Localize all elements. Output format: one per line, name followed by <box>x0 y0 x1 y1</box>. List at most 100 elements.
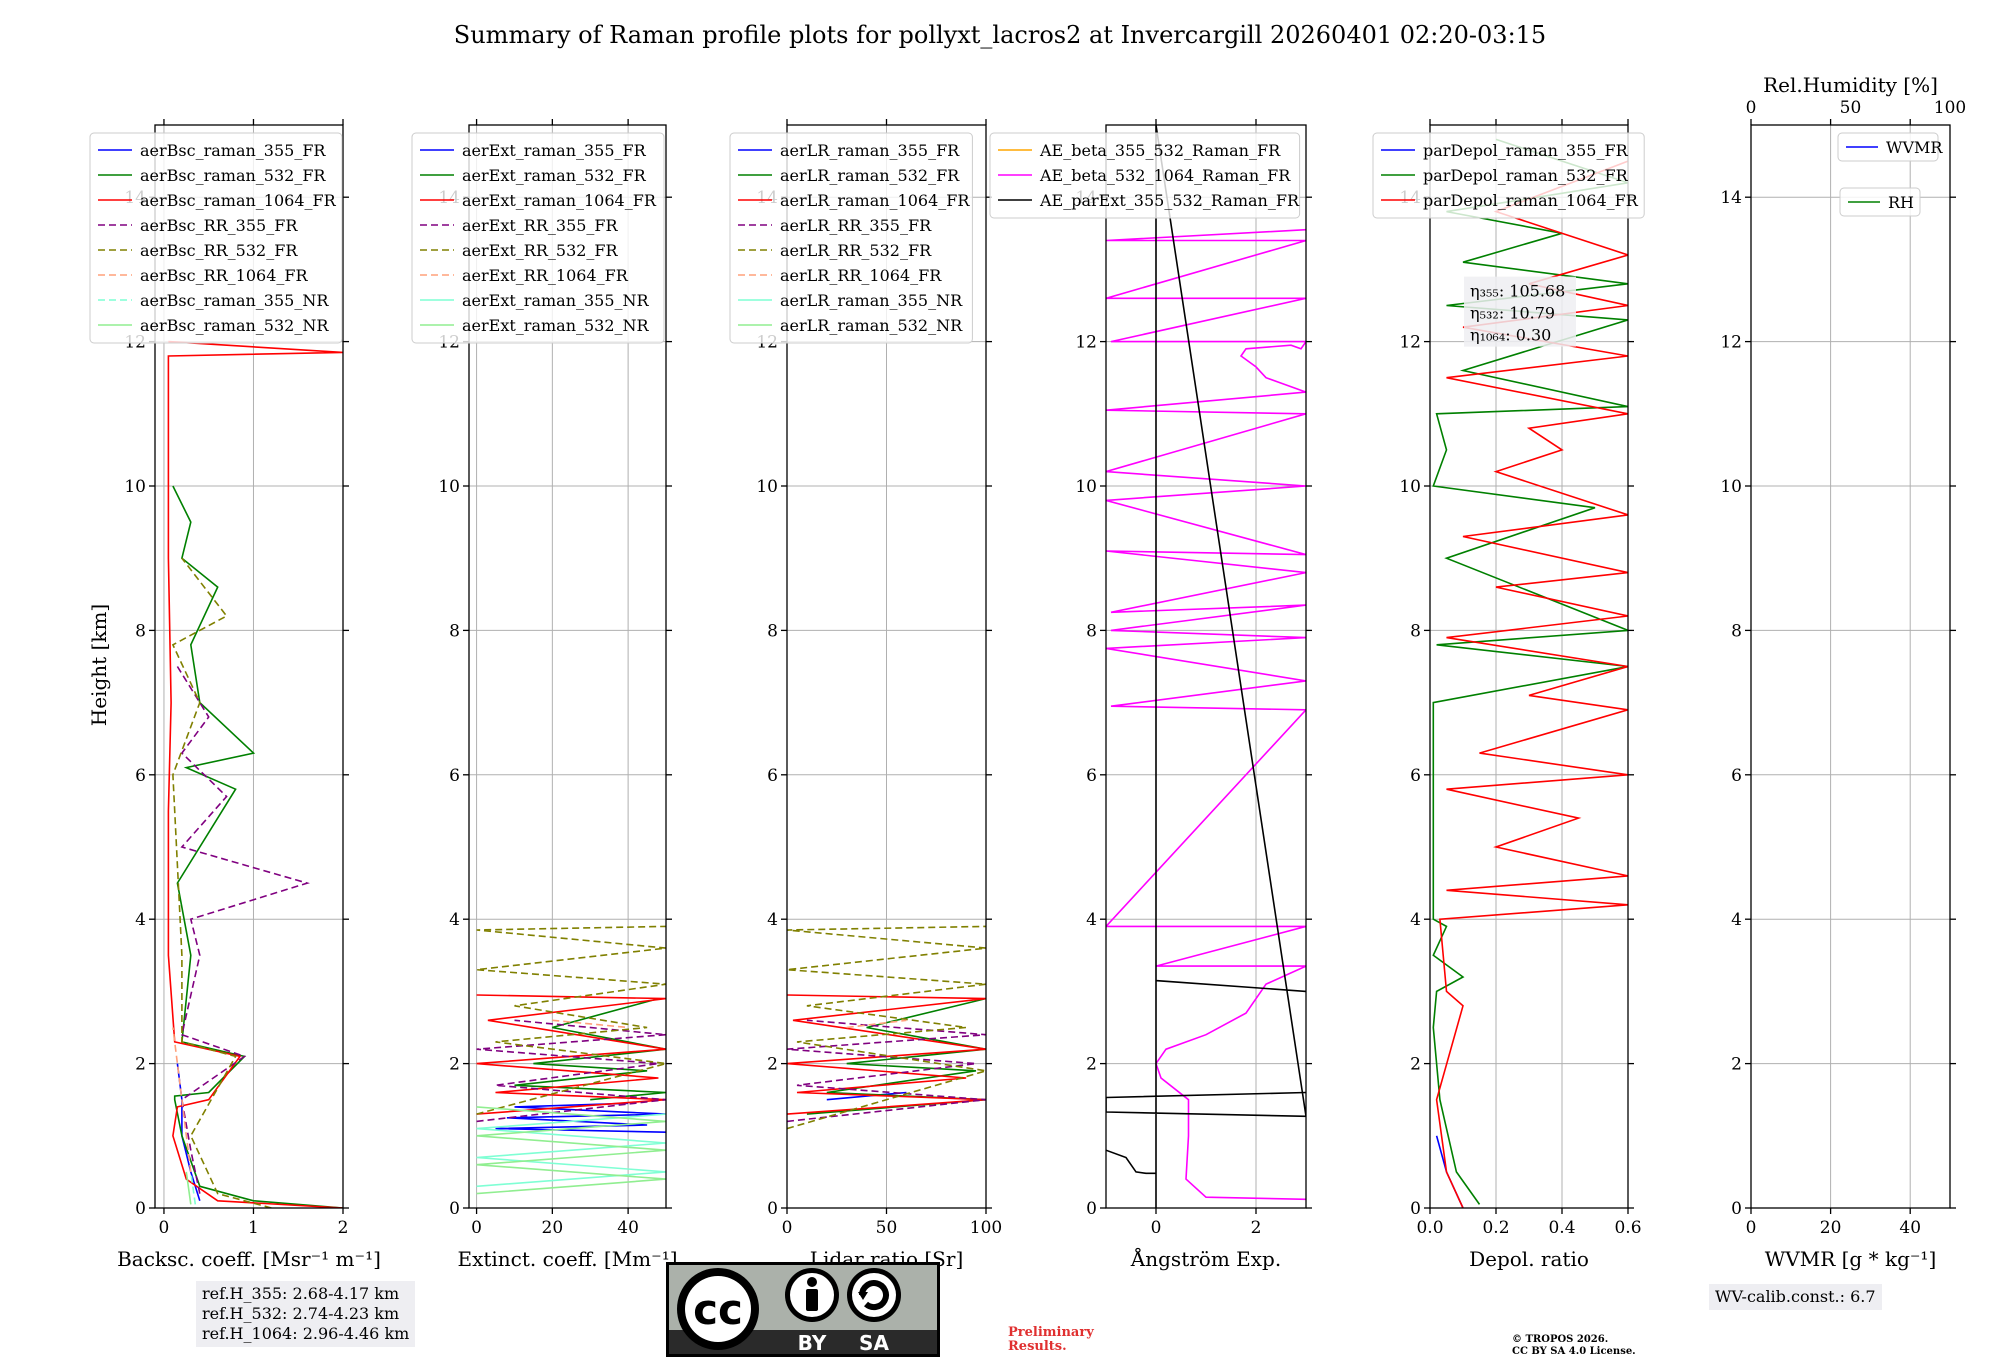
y-tick-label: 4 <box>135 910 146 930</box>
series-group <box>787 925 986 1130</box>
y-tick-label: 10 <box>1720 477 1742 497</box>
x-tick-label: 2 <box>338 1218 349 1238</box>
x-tick-label: 0.0 <box>1416 1218 1443 1238</box>
y-tick-label: 4 <box>767 910 778 930</box>
legend-label: aerBsc_RR_355_FR <box>140 216 298 235</box>
legend-label: aerLR_raman_355_NR <box>780 291 963 310</box>
y-tick-label: 6 <box>1410 766 1421 786</box>
legend-label: AE_beta_532_1064_Raman_FR <box>1039 166 1291 185</box>
legend-label: aerExt_raman_1064_FR <box>462 191 657 210</box>
legend-label: WVMR <box>1886 138 1943 157</box>
license-sa-label: SA <box>859 1331 889 1355</box>
y-tick-label: 2 <box>1410 1055 1421 1075</box>
y-tick-label: 4 <box>1086 910 1097 930</box>
legend-label: aerBsc_RR_532_FR <box>140 241 298 260</box>
legend: aerLR_raman_355_FR aerLR_raman_532_FR aerL… <box>729 132 973 344</box>
panel-wv: 0 2 4 6 8 10 12 14 0 20 40 WVMR [g * kg⁻¹] 0 50 100Rel… <box>1720 73 1966 1271</box>
series-line-aerExt_raman_1064_FR <box>476 994 666 1115</box>
y-tick-label: 2 <box>449 1055 460 1075</box>
legend-label: AE_parExt_355_532_Raman_FR <box>1039 191 1300 210</box>
x-tick-label: 0 <box>782 1218 793 1238</box>
y-tick-label: 6 <box>449 766 460 786</box>
x-axis-label: Backsc. coeff. [Msr⁻¹ m⁻¹] <box>117 1247 381 1271</box>
legend-label: aerLR_raman_1064_FR <box>780 191 970 210</box>
y-tick-label: 0 <box>1731 1199 1742 1219</box>
panel-frame <box>1105 124 1307 1209</box>
x-tick-label: 100 <box>970 1218 1002 1238</box>
y-tick-label: 12 <box>1075 333 1097 353</box>
series-line-AE_parExt_355_532_Raman_FR <box>1106 125 1306 1208</box>
top-axis-label: Rel.Humidity [%] <box>1763 73 1938 97</box>
panel-ae: 0246810121402Ångström Exp.AE_beta_355_53… <box>989 119 1312 1271</box>
y-tick-label: 12 <box>1720 333 1742 353</box>
top-x-tick-label: 0 <box>1746 98 1757 118</box>
y-tick-label: 2 <box>135 1055 146 1075</box>
x-tick-label: 1 <box>248 1218 259 1238</box>
license-by-label: BY <box>798 1331 827 1355</box>
panel-frame <box>1750 124 1951 1209</box>
series-group <box>1106 125 1306 1208</box>
x-tick-label: 0 <box>1151 1218 1162 1238</box>
y-tick-label: 6 <box>1731 766 1742 786</box>
x-tick-label: 20 <box>542 1218 564 1238</box>
legend-label: aerLR_raman_532_FR <box>780 166 960 185</box>
legend: aerExt_raman_355_FR aerExt_raman_532_FRae… <box>411 132 665 344</box>
preliminary-line-2: Results. <box>1008 1339 1067 1354</box>
y-tick-label: 2 <box>767 1055 778 1075</box>
panel-frame <box>468 124 667 1209</box>
ref-height-1064: ref.H_1064: 2.96-4.46 km <box>202 1324 410 1343</box>
x-axis-label: Extinct. coeff. [Mm⁻¹] <box>457 1247 677 1271</box>
x-tick-label: 0 <box>471 1218 482 1238</box>
x-tick-label: 0 <box>1746 1218 1757 1238</box>
series-line-aerBsc_RR_355_FR <box>176 666 310 1194</box>
wv-calib-box: WV-calib.const.: 6.7 <box>1709 1284 1882 1310</box>
copyright-line-2: CC BY SA 4.0 License. <box>1512 1346 1636 1357</box>
y-tick-label: 4 <box>1410 910 1421 930</box>
y-tick-label: 12 <box>1399 333 1421 353</box>
legend-label: aerLR_RR_355_FR <box>780 216 932 235</box>
legend-box <box>89 132 343 344</box>
series-line-aerLR_RR_532_FR <box>787 925 986 1130</box>
series-line-aerLR_raman_1064_FR <box>787 994 986 1115</box>
y-tick-label: 10 <box>1399 477 1421 497</box>
legend-label: AE_beta_355_532_Raman_FR <box>1039 141 1281 160</box>
x-axis-label: Ångström Exp. <box>1130 1246 1281 1271</box>
legend-label: aerLR_RR_532_FR <box>780 241 932 260</box>
preliminary-line-1: Preliminary <box>1008 1325 1094 1340</box>
series-line-aerBsc_RR_532_FR <box>171 557 272 1208</box>
x-tick-label: 2 <box>1251 1218 1262 1238</box>
y-tick-label: 0 <box>449 1199 460 1219</box>
y-tick-label: 8 <box>1410 621 1421 641</box>
legend-label: parDepol_raman_532_FR <box>1423 166 1629 185</box>
x-tick-label: 20 <box>1820 1218 1842 1238</box>
legend-label: aerExt_raman_355_NR <box>462 291 650 310</box>
series-line-aerExt_RR_1064_FR <box>552 1019 629 1029</box>
series-line-aerBsc_raman_1064_FR <box>167 340 343 1208</box>
share-alike-icon <box>859 1280 889 1311</box>
series-line-parDepol_raman_532_FR <box>1432 138 1628 1205</box>
legend: WVMR RH <box>1837 132 1943 217</box>
series-group <box>476 925 666 1195</box>
eta-annotation: η₃₅₅: 105.68 η₅₃₂: 10.79 η₁₀₆₄: 0.30 <box>1464 276 1576 347</box>
eta-box <box>1464 276 1576 347</box>
copyright-line-1: © TROPOS 2026. <box>1512 1334 1609 1345</box>
legend-box <box>411 132 665 344</box>
legend-label: aerBsc_raman_532_NR <box>140 316 329 335</box>
legend-box <box>1372 132 1645 219</box>
series-line-aerBsc_RR_1064_FR <box>172 1027 192 1172</box>
legend-label: parDepol_raman_1064_FR <box>1423 191 1639 210</box>
legend: parDepol_raman_355_FR parDepol_raman_532_… <box>1372 132 1645 219</box>
legend-label: parDepol_raman_355_FR <box>1423 141 1629 160</box>
y-tick-label: 10 <box>756 477 778 497</box>
y-tick-label: 0 <box>767 1199 778 1219</box>
y-axis-label: Height [km] <box>87 604 111 726</box>
panel-bsc: 02468101214012Backsc. coeff. [Msr⁻¹ m⁻¹]… <box>89 119 381 1271</box>
y-tick-label: 8 <box>767 621 778 641</box>
panel-frame <box>1429 124 1629 1209</box>
series-line-aerLR_raman_355_FR <box>826 1091 907 1101</box>
y-tick-label: 0 <box>135 1199 146 1219</box>
legend-label: aerBsc_raman_1064_FR <box>140 191 337 210</box>
series-line-aerBsc_raman_532_NR <box>185 1171 192 1205</box>
ref-height-355: ref.H_355: 2.68-4.17 km <box>202 1284 400 1303</box>
